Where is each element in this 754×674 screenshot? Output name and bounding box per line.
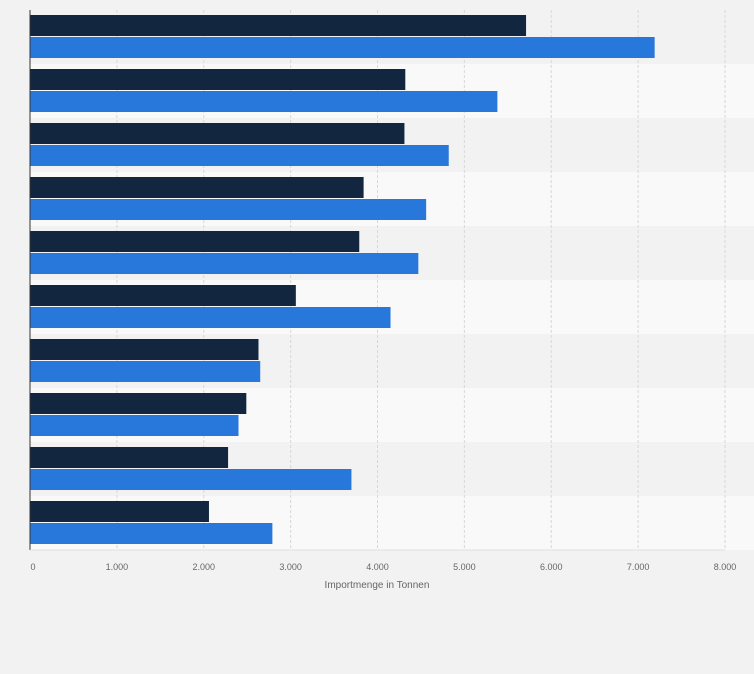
bar-series1-row6 (30, 285, 296, 306)
x-tick-label: 4.000 (366, 562, 389, 572)
bar-series2-row9 (30, 469, 352, 490)
bar-series1-row4 (30, 177, 364, 198)
bar-series2-row3 (30, 145, 449, 166)
x-tick-label: 2.000 (192, 562, 215, 572)
bar-series2-row4 (30, 199, 427, 220)
bar-series2-row10 (30, 523, 273, 544)
x-tick-label: 8.000 (714, 562, 737, 572)
bar-series1-row9 (30, 447, 229, 468)
x-tick-label: 7.000 (627, 562, 650, 572)
x-tick-label: 3.000 (279, 562, 302, 572)
x-tick-label: 5.000 (453, 562, 476, 572)
x-tick-label: 0 (30, 562, 35, 572)
bar-series1-row8 (30, 393, 247, 414)
bar-series2-row7 (30, 361, 261, 382)
bar-series1-row5 (30, 231, 360, 252)
x-axis-label: Importmenge in Tonnen (325, 580, 430, 591)
x-tick-label: 1.000 (106, 562, 129, 572)
bar-series1-row2 (30, 69, 406, 90)
bar-series1-row7 (30, 339, 259, 360)
x-tick-label: 6.000 (540, 562, 563, 572)
bar-series2-row2 (30, 91, 498, 112)
bar-series2-row1 (30, 37, 655, 58)
bar-series2-row5 (30, 253, 419, 274)
bar-series2-row8 (30, 415, 239, 436)
bar-series1-row10 (30, 501, 209, 522)
bar-series2-row6 (30, 307, 391, 328)
bar-series1-row1 (30, 15, 527, 36)
bar-series1-row3 (30, 123, 405, 144)
